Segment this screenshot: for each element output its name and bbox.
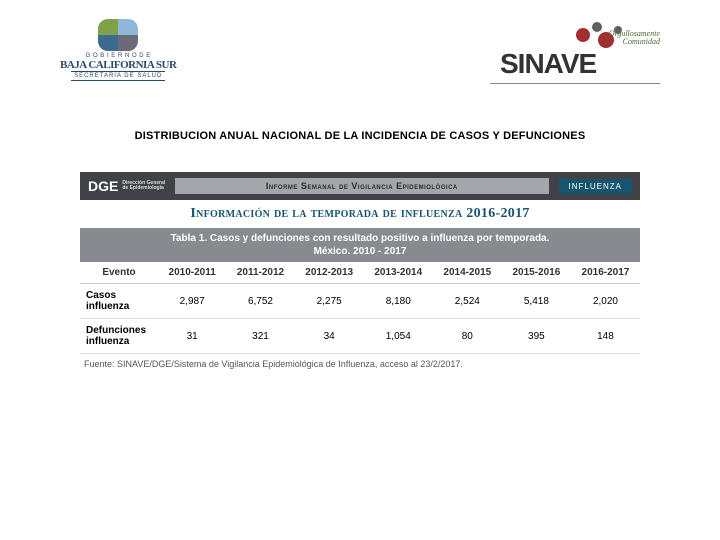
table-row: Defunciones influenza31321341,0548039514… (80, 319, 640, 354)
table-caption: Tabla 1. Casos y defunciones con resulta… (80, 228, 640, 262)
dge-logo: DGE Dirección Generalde Epidemiología (88, 178, 165, 194)
cell-value: 321 (226, 319, 294, 354)
col-season: 2013-2014 (364, 262, 433, 284)
sinave-slogan: OrgullosamenteComunidad (609, 30, 660, 46)
cell-value: 80 (433, 319, 502, 354)
cell-value: 395 (502, 319, 571, 354)
influenza-table: Evento2010-20112011-20122012-20132013-20… (80, 262, 640, 354)
cell-value: 2,524 (433, 284, 502, 319)
col-season: 2011-2012 (226, 262, 294, 284)
bcs-line3: SECRETARIA DE SALUD (71, 71, 165, 81)
col-season: 2014-2015 (433, 262, 502, 284)
cell-value: 148 (571, 319, 640, 354)
header-logos: G O B I E R N O D E BAJA CALIFORNIA SUR … (0, 0, 720, 90)
cell-value: 6,752 (226, 284, 294, 319)
source-note: Fuente: SINAVE/DGE/Sistema de Vigilancia… (80, 354, 640, 374)
report-panel: DGE Dirección Generalde Epidemiología In… (80, 172, 640, 374)
sinave-wordmark: SINAVE (500, 48, 596, 80)
cell-value: 2,275 (295, 284, 364, 319)
cell-value: 34 (295, 319, 364, 354)
row-label: Casos influenza (80, 284, 158, 319)
col-season: 2010-2011 (158, 262, 226, 284)
banner-topic: INFLUENZA (559, 179, 632, 194)
logo-baja-california-sur: G O B I E R N O D E BAJA CALIFORNIA SUR … (60, 19, 176, 81)
col-season: 2015-2016 (502, 262, 571, 284)
logo-sinave: OrgullosamenteComunidad SINAVE (490, 20, 660, 80)
cell-value: 2,020 (571, 284, 640, 319)
col-season: 2016-2017 (571, 262, 640, 284)
section-title: Información de la temporada de influenza… (80, 200, 640, 228)
col-season: 2012-2013 (295, 262, 364, 284)
cell-value: 8,180 (364, 284, 433, 319)
row-label: Defunciones influenza (80, 319, 158, 354)
col-evento: Evento (80, 262, 158, 284)
dge-subtitle: Dirección Generalde Epidemiología (122, 181, 165, 191)
page-title: DISTRIBUCION ANUAL NACIONAL DE LA INCIDE… (0, 130, 720, 142)
table-row: Casos influenza2,9876,7522,2758,1802,524… (80, 284, 640, 319)
dge-banner: DGE Dirección Generalde Epidemiología In… (80, 172, 640, 200)
bcs-emblem-icon (98, 19, 138, 51)
cell-value: 1,054 (364, 319, 433, 354)
cell-value: 5,418 (502, 284, 571, 319)
cell-value: 31 (158, 319, 226, 354)
banner-title: Informe Semanal de Vigilancia Epidemioló… (175, 178, 548, 194)
bcs-line2: BAJA CALIFORNIA SUR (60, 59, 176, 71)
cell-value: 2,987 (158, 284, 226, 319)
